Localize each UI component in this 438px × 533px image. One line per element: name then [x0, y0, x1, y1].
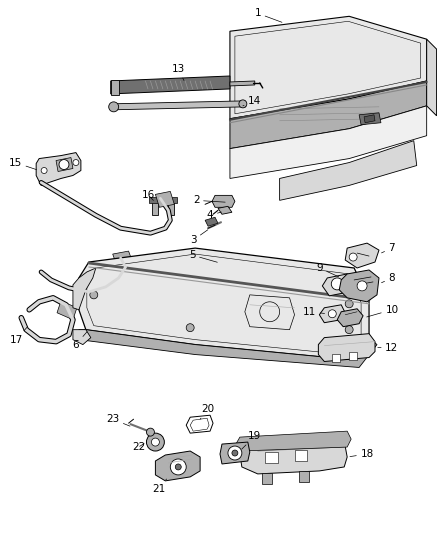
Circle shape — [328, 310, 336, 318]
Polygon shape — [337, 309, 363, 327]
Polygon shape — [349, 352, 357, 360]
Circle shape — [146, 433, 164, 451]
Polygon shape — [318, 334, 375, 361]
Circle shape — [331, 278, 343, 290]
Text: 6: 6 — [73, 332, 87, 350]
Polygon shape — [322, 274, 354, 296]
Polygon shape — [294, 450, 307, 461]
Polygon shape — [319, 305, 345, 322]
Polygon shape — [236, 431, 351, 451]
Text: 11: 11 — [303, 307, 325, 317]
Circle shape — [59, 159, 69, 169]
Text: 21: 21 — [152, 479, 166, 494]
Polygon shape — [279, 141, 417, 200]
Circle shape — [90, 291, 98, 299]
Polygon shape — [36, 152, 81, 185]
Polygon shape — [155, 191, 174, 207]
Text: 22: 22 — [132, 442, 145, 452]
Text: 16: 16 — [142, 190, 155, 200]
Polygon shape — [155, 451, 200, 481]
Polygon shape — [339, 270, 379, 302]
Polygon shape — [111, 80, 119, 95]
Circle shape — [232, 450, 238, 456]
Circle shape — [175, 464, 181, 470]
Text: 9: 9 — [316, 263, 339, 277]
Polygon shape — [113, 251, 133, 265]
Polygon shape — [168, 200, 174, 215]
Text: 4: 4 — [207, 210, 221, 220]
Polygon shape — [111, 101, 246, 110]
Polygon shape — [218, 206, 232, 214]
Polygon shape — [73, 330, 91, 345]
Polygon shape — [300, 471, 309, 482]
Text: 7: 7 — [381, 243, 395, 253]
Polygon shape — [332, 353, 340, 361]
Circle shape — [239, 100, 247, 108]
Polygon shape — [262, 473, 272, 484]
Circle shape — [73, 159, 79, 166]
Polygon shape — [57, 301, 77, 320]
Text: 17: 17 — [10, 327, 28, 345]
Polygon shape — [265, 452, 278, 463]
Polygon shape — [345, 243, 379, 268]
Text: 20: 20 — [200, 404, 215, 419]
Circle shape — [357, 281, 367, 291]
Text: 5: 5 — [189, 250, 217, 262]
Polygon shape — [205, 217, 218, 226]
Polygon shape — [152, 200, 159, 215]
Text: 10: 10 — [367, 305, 399, 317]
Text: 12: 12 — [378, 343, 399, 352]
Polygon shape — [359, 113, 381, 125]
Circle shape — [41, 167, 47, 173]
Polygon shape — [230, 81, 255, 86]
Polygon shape — [212, 196, 235, 207]
Circle shape — [186, 324, 194, 332]
Text: 3: 3 — [190, 230, 208, 245]
Text: 18: 18 — [350, 449, 374, 459]
Circle shape — [228, 446, 242, 460]
Polygon shape — [165, 197, 177, 203]
Polygon shape — [149, 197, 161, 203]
Polygon shape — [56, 158, 73, 172]
Polygon shape — [230, 17, 427, 119]
Text: 15: 15 — [9, 158, 36, 169]
Polygon shape — [79, 330, 377, 367]
Polygon shape — [73, 268, 96, 310]
Circle shape — [170, 459, 186, 475]
Circle shape — [152, 438, 159, 446]
Polygon shape — [220, 442, 250, 464]
Circle shape — [345, 300, 353, 308]
Text: 2: 2 — [193, 196, 225, 205]
Polygon shape — [230, 106, 427, 179]
Polygon shape — [111, 76, 230, 94]
Circle shape — [146, 428, 155, 436]
Polygon shape — [427, 39, 437, 116]
Text: 1: 1 — [254, 9, 282, 22]
Circle shape — [345, 326, 353, 334]
Text: 13: 13 — [172, 64, 185, 80]
Text: 8: 8 — [381, 273, 395, 283]
Polygon shape — [364, 115, 375, 123]
Polygon shape — [79, 248, 369, 360]
Text: 23: 23 — [106, 414, 130, 426]
Circle shape — [349, 253, 357, 261]
Text: 19: 19 — [242, 431, 261, 449]
Polygon shape — [190, 418, 209, 431]
Polygon shape — [230, 81, 427, 149]
Circle shape — [109, 102, 119, 112]
Text: 14: 14 — [243, 96, 261, 106]
Polygon shape — [240, 436, 347, 474]
